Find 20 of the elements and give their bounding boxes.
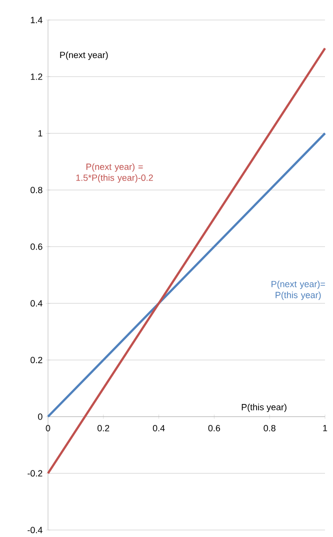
x-tick-label: 0.8 (264, 424, 276, 432)
x-tick-label: 0.2 (98, 424, 110, 432)
x-tick-label: 0 (46, 424, 50, 432)
y-tick-label: 0.2 (30, 356, 42, 364)
y-axis-title: P(next year) (60, 52, 108, 60)
x-tick-label: 0.6 (208, 424, 220, 432)
text: P(next year)= P(this year) (272, 280, 325, 300)
y-tick-label: 0.4 (30, 300, 42, 307)
text: P(next year) = 1.5*P(this year)-0.2 (76, 163, 153, 183)
y-tick-label: 1.4 (30, 16, 42, 24)
y-tick-label: -0.2 (28, 470, 42, 477)
y-tick-label: 0.8 (30, 186, 42, 194)
y-tick-label: 0 (38, 413, 42, 420)
x-tick-label: 1 (323, 424, 328, 432)
y-tick-label: -0.4 (28, 526, 42, 534)
x-axis-title: P(this year) (242, 404, 286, 412)
y-tick-label: 1 (38, 130, 42, 136)
y-tick-label: 0.6 (30, 243, 42, 250)
x-tick-label: 0.4 (152, 424, 165, 432)
y-tick-label: 1.2 (30, 74, 42, 80)
